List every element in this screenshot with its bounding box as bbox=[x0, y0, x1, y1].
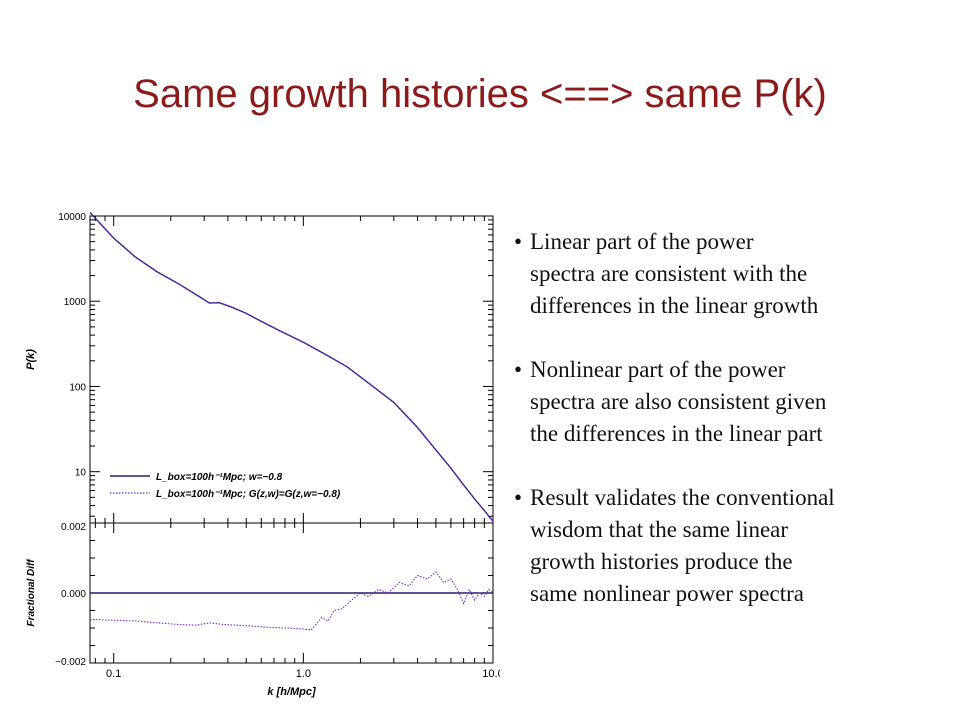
y-tick-label: 10000 bbox=[58, 212, 86, 223]
bullet-text: spectra are consistent with the bbox=[530, 261, 808, 286]
y-tick-label: 10 bbox=[75, 468, 87, 479]
top-series-line-2 bbox=[89, 212, 494, 522]
y-tick-label: −0.002 bbox=[55, 657, 86, 668]
top-panel: 10 100 1000 10000 P(k) L_box=100h⁻¹Mpc; w=−0.… bbox=[25, 212, 494, 524]
y-tick-label: 0.002 bbox=[61, 522, 86, 533]
slide-title: Same growth histories <==> same P(k) bbox=[133, 72, 827, 116]
bullet-text: Linear part of the power bbox=[530, 229, 754, 254]
top-series-line-1 bbox=[89, 212, 494, 522]
bullet-line: the differences in the linear part bbox=[514, 418, 960, 450]
y-tick-label: 1000 bbox=[64, 297, 87, 308]
bullet-dot: • bbox=[514, 357, 523, 382]
bullet-line: spectra are also consistent given bbox=[514, 386, 960, 418]
y-tick-label: 0.000 bbox=[61, 589, 86, 600]
x-tick-label: 0.1 bbox=[106, 668, 121, 680]
bottom-panel: −0.002 0.000 0.002 0.1 1.0 10.0 k [h/Mpc] Fract… bbox=[26, 522, 500, 698]
bullet-text: same nonlinear power spectra bbox=[530, 581, 804, 606]
x-tick-label: 10.0 bbox=[482, 668, 500, 680]
bullet-line: • Nonlinear part of the power bbox=[514, 354, 960, 386]
bullet-item: • Nonlinear part of the power spectra are … bbox=[514, 354, 960, 450]
legend-label-1: L_box=100h⁻¹Mpc; w=−0.8 bbox=[156, 472, 283, 483]
bullet-line: same nonlinear power spectra bbox=[514, 578, 960, 610]
bullet-dot: • bbox=[514, 485, 523, 510]
bullet-item: • Linear part of the power spectra are con… bbox=[514, 226, 960, 322]
legend-label-2: L_box=100h⁻¹Mpc; G(z,w)=G(z,w=−0.8) bbox=[156, 489, 341, 500]
bullet-line: wisdom that the same linear bbox=[514, 514, 960, 546]
bullet-item: • Result validates the conventional wisdom… bbox=[514, 482, 960, 610]
bullet-text: spectra are also consistent given bbox=[530, 389, 827, 414]
bullet-text: growth histories produce the bbox=[530, 549, 793, 574]
bullet-text: the differences in the linear part bbox=[530, 421, 823, 446]
bullet-line: • Result validates the conventional bbox=[514, 482, 960, 514]
y-tick-label: 100 bbox=[69, 382, 86, 393]
bottom-y-axis-label: Fractional Diff bbox=[26, 558, 37, 627]
bullet-text: Nonlinear part of the power bbox=[530, 357, 786, 382]
power-spectrum-figure: 10 100 1000 10000 P(k) L_box=100h⁻¹Mpc; w=−0.… bbox=[25, 212, 500, 698]
x-axis-label: k [h/Mpc] bbox=[267, 686, 316, 698]
bullet-line: spectra are consistent with the bbox=[514, 258, 960, 290]
top-y-axis-label: P(k) bbox=[25, 349, 37, 370]
bullet-line: growth histories produce the bbox=[514, 546, 960, 578]
bullet-list: • Linear part of the power spectra are con… bbox=[514, 226, 960, 642]
bullet-text: differences in the linear growth bbox=[530, 293, 819, 318]
bullet-text: wisdom that the same linear bbox=[530, 517, 789, 542]
bottom-series-line-2 bbox=[89, 571, 494, 631]
bullet-text: Result validates the conventional bbox=[530, 485, 835, 510]
bullet-line: • Linear part of the power bbox=[514, 226, 960, 258]
bullet-dot: • bbox=[514, 229, 523, 254]
bullet-line: differences in the linear growth bbox=[514, 290, 960, 322]
top-panel-frame bbox=[89, 215, 494, 524]
x-tick-label: 1.0 bbox=[296, 668, 311, 680]
